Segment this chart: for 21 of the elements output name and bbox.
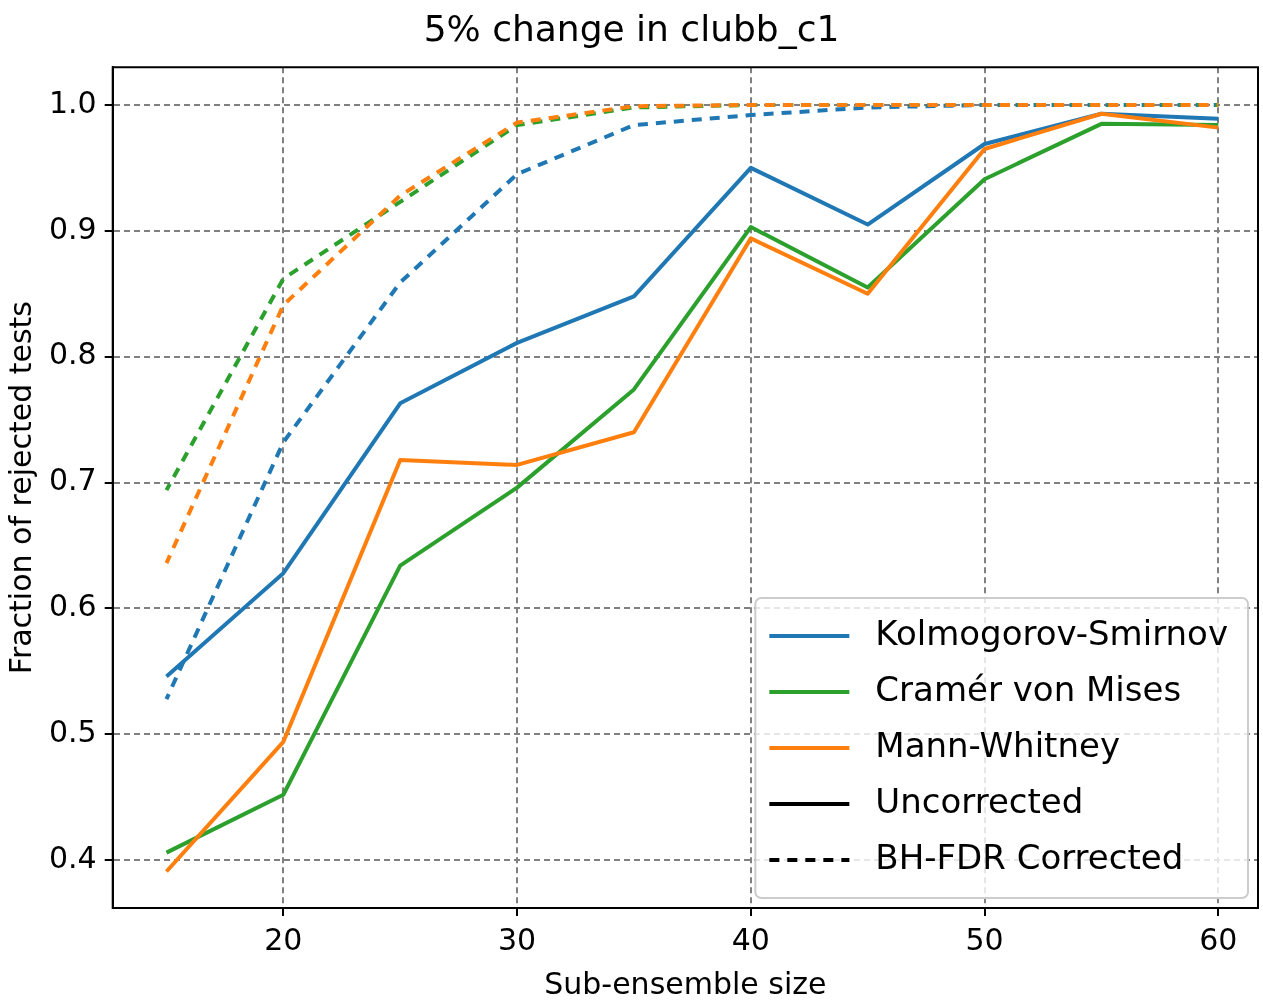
x-axis-title: Sub-ensemble size (544, 965, 827, 1001)
legend-label: Mann-Whitney (875, 724, 1121, 765)
x-tick-label: 20 (264, 921, 303, 957)
y-tick-label: 0.5 (48, 714, 97, 750)
chart-title: 5% change in clubb_c1 (423, 7, 840, 49)
y-tick-label: 0.4 (48, 839, 97, 875)
y-tick-label: 0.9 (48, 210, 97, 246)
annotation: Uncorrected (875, 780, 1084, 821)
y-axis-title: Fraction of rejected tests (2, 301, 38, 675)
x-tick-label: 60 (1199, 921, 1238, 957)
y-tick-label: 0.8 (48, 336, 97, 372)
legend-label: Cramér von Mises (875, 668, 1182, 709)
legend-label: Kolmogorov-Smirnov (875, 612, 1228, 653)
annotation: BH-FDR Corrected (875, 836, 1184, 877)
x-tick-label: 40 (731, 921, 770, 957)
line-series (164, 102, 1221, 566)
y-tick-label: 0.6 (48, 588, 97, 624)
y-tick-label: 0.7 (48, 462, 97, 498)
y-tick-label: 1.0 (48, 84, 97, 120)
x-tick-label: 30 (497, 921, 537, 957)
x-tick-label: 50 (965, 921, 1004, 957)
